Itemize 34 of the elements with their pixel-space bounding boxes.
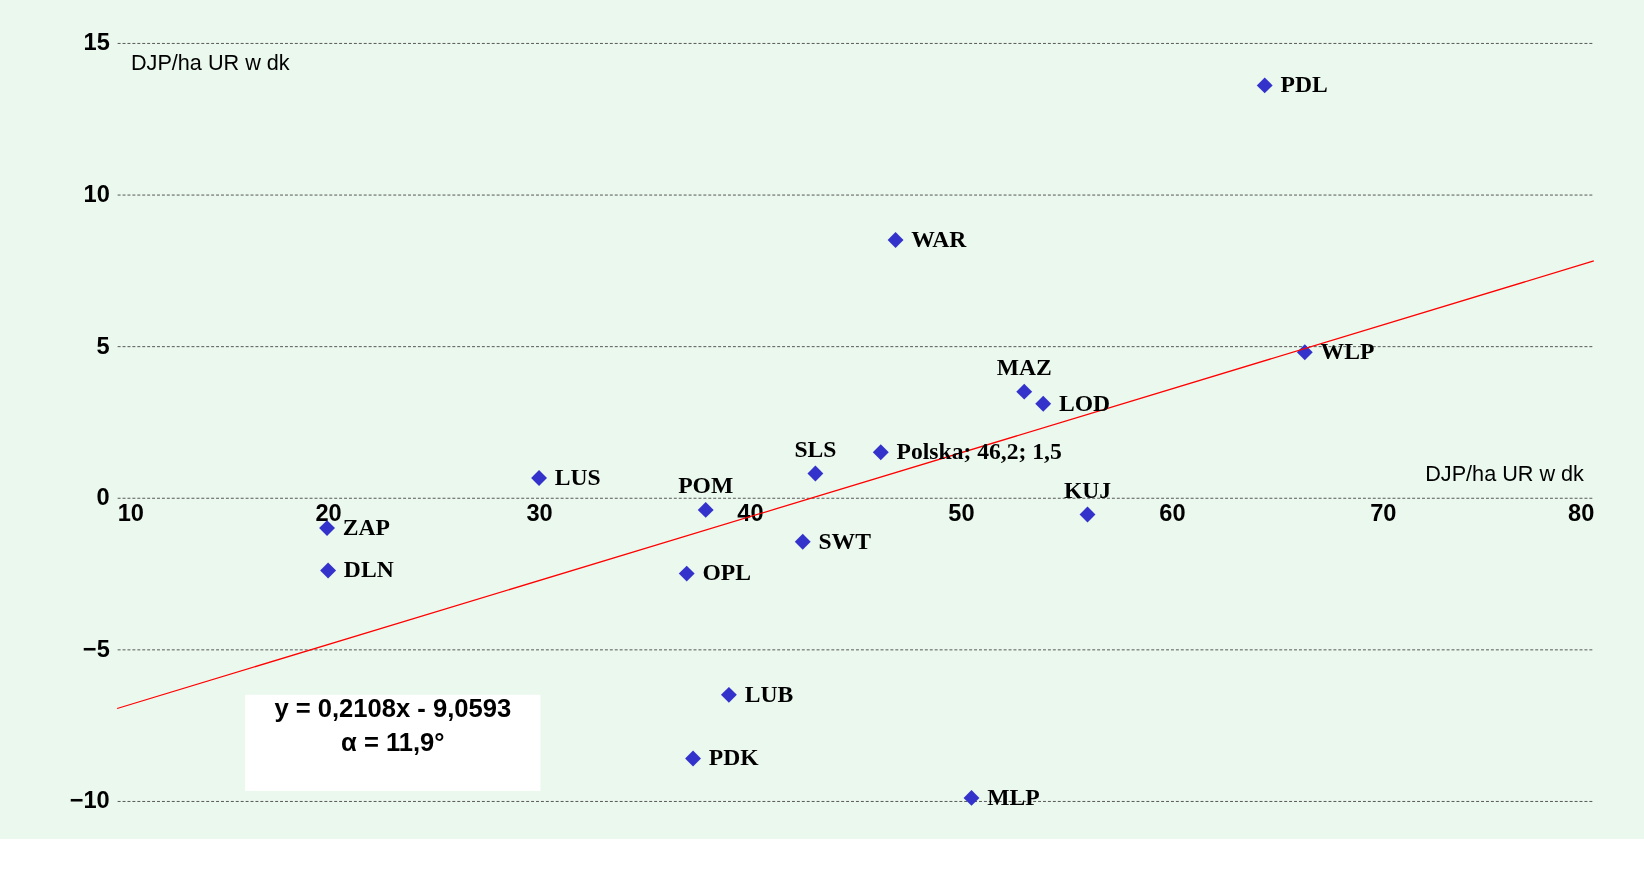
annotation: WAR <box>911 225 968 252</box>
annotation: ZAP <box>342 513 391 540</box>
x-tick-label: 30 <box>526 499 553 526</box>
x-tick-label: 50 <box>948 499 975 526</box>
y-tick-label: 10 <box>83 180 110 207</box>
annotation: KUJ <box>1063 476 1112 503</box>
x-tick-label: 10 <box>117 499 144 526</box>
annotation: OPL <box>702 559 752 586</box>
annotation: MLP <box>987 783 1040 810</box>
annotation: SLS <box>794 435 837 462</box>
annotation: LOD <box>1058 389 1111 416</box>
x-tick-label: 20 <box>315 499 342 526</box>
y-tick-label: 15 <box>83 29 110 56</box>
annotation: PDL <box>1280 71 1328 98</box>
annotation: LUS <box>554 463 601 490</box>
x-tick-label: 80 <box>1568 499 1595 526</box>
annotation: LUB <box>744 680 794 707</box>
annotation: y = 0,2108x - 9,0593 <box>274 694 512 723</box>
annotation: α = 11,9° <box>341 727 445 756</box>
annotation: POM <box>678 472 734 499</box>
y-tick-label: −5 <box>82 635 110 662</box>
annotation: WLP <box>1320 338 1375 365</box>
annotation: MAZ <box>996 353 1052 380</box>
x-tick-label: 60 <box>1159 499 1186 526</box>
annotation: Polska; 46,2; 1,5 <box>896 438 1062 465</box>
annotation: PDK <box>708 744 760 771</box>
annotation: SWT <box>818 527 872 554</box>
y-tick-label: 5 <box>96 332 110 359</box>
annotation: DLN <box>343 556 394 583</box>
y-axis-title: DJP/ha UR w dk <box>130 49 290 75</box>
y-tick-label: 0 <box>96 484 110 511</box>
x-axis-title: DJP/ha UR w dk <box>1425 461 1585 487</box>
x-tick-label: 70 <box>1370 499 1397 526</box>
y-tick-label: −10 <box>69 787 110 814</box>
